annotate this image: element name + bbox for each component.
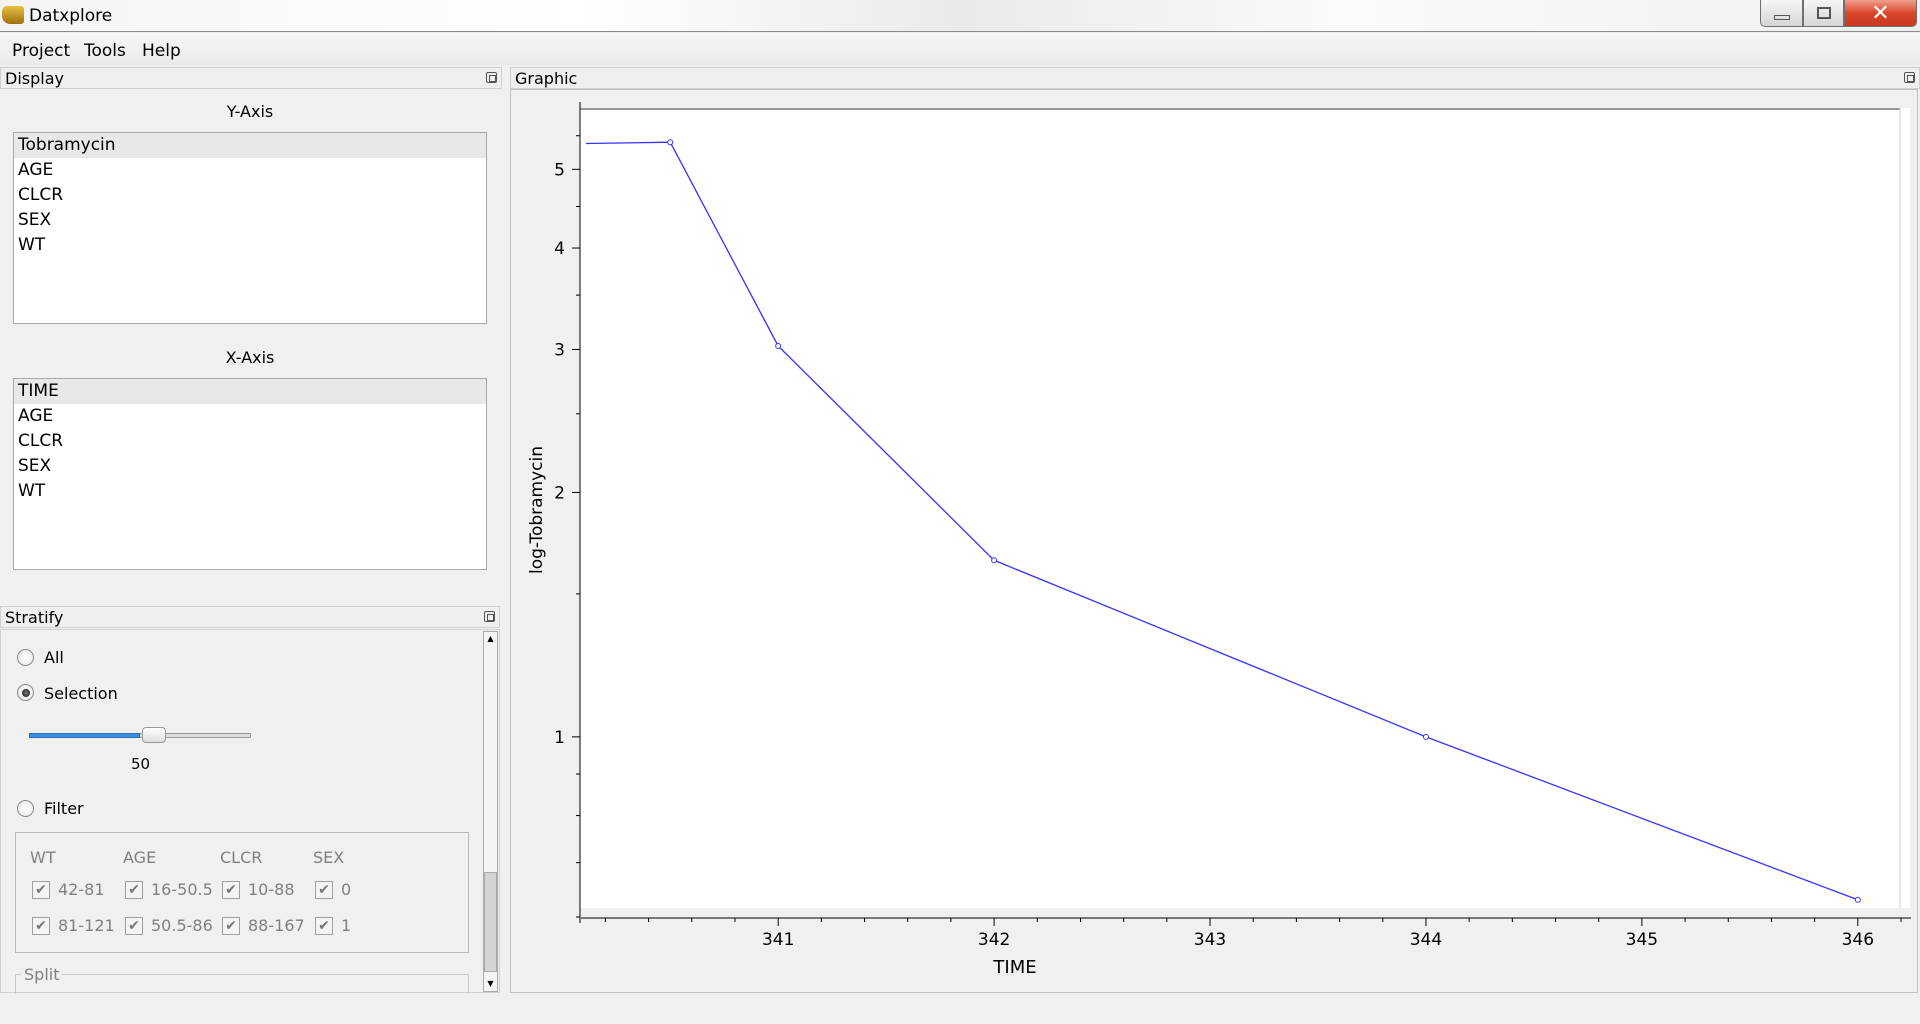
filter-header-wt: WT — [30, 848, 56, 867]
radio-all[interactable] — [17, 649, 34, 666]
y-tick-label: 3 — [554, 340, 565, 360]
scroll-up-icon[interactable]: ▲ — [487, 634, 494, 643]
restore-button[interactable] — [1803, 0, 1844, 27]
restore-icon — [1816, 7, 1831, 19]
list-item[interactable]: SEX — [18, 210, 52, 230]
filter-checkbox[interactable]: ✔ — [315, 917, 333, 935]
x-tick-label: 346 — [1842, 930, 1874, 950]
list-item[interactable]: CLCR — [18, 431, 64, 451]
menu-tools[interactable]: Tools — [84, 41, 126, 61]
menu-help[interactable]: Help — [142, 41, 181, 61]
filter-checkbox-label: 81-121 — [58, 916, 115, 935]
data-point — [667, 139, 674, 146]
stratify-title: Stratify — [5, 608, 64, 627]
filter-header-clcr: CLCR — [220, 848, 263, 867]
minimize-button[interactable] — [1760, 0, 1803, 27]
list-item[interactable]: WT — [18, 481, 46, 501]
graphic-title: Graphic — [515, 69, 578, 88]
scrollbar-thumb[interactable] — [484, 872, 497, 972]
float-dock-icon[interactable] — [486, 72, 497, 83]
filter-checkbox[interactable]: ✔ — [222, 881, 240, 899]
filter-checkbox-label: 1 — [341, 916, 352, 935]
filter-group — [15, 832, 469, 953]
filter-checkbox[interactable]: ✔ — [32, 881, 50, 899]
x-tick-label: 342 — [978, 930, 1010, 950]
list-item[interactable]: SEX — [18, 456, 52, 476]
plot-area — [580, 108, 1910, 908]
data-point — [775, 342, 782, 349]
filter-checkbox[interactable]: ✔ — [125, 917, 143, 935]
filter-checkbox[interactable]: ✔ — [315, 881, 333, 899]
y-axis-label: Y-Axis — [226, 102, 274, 121]
radio-selection[interactable] — [17, 684, 34, 701]
data-point — [1422, 733, 1429, 740]
y-tick-label: 2 — [554, 483, 565, 503]
menu-bar — [0, 33, 1920, 65]
slider-value: 50 — [131, 755, 151, 773]
x-axis-list[interactable]: TIME AGE CLCR SEX WT — [13, 378, 487, 570]
title-bar — [0, 0, 1920, 32]
list-item[interactable]: TIME — [14, 379, 486, 404]
radio-all-label: All — [44, 648, 64, 667]
y-tick-label: 5 — [554, 160, 565, 180]
filter-checkbox[interactable]: ✔ — [222, 917, 240, 935]
list-item[interactable]: AGE — [18, 160, 54, 180]
x-axis-title: TIME — [992, 957, 1036, 978]
list-item[interactable]: CLCR — [18, 185, 64, 205]
radio-selection-label: Selection — [44, 684, 118, 703]
list-item[interactable]: Tobramycin — [14, 133, 486, 158]
x-axis-label: X-Axis — [225, 348, 275, 367]
y-axis-list[interactable]: Tobramycin AGE CLCR SEX WT — [13, 132, 487, 324]
stratify-dock-header: Stratify — [0, 606, 500, 628]
x-tick-label: 344 — [1410, 930, 1442, 950]
filter-checkbox-label: 42-81 — [58, 880, 105, 899]
filter-header-sex: SEX — [313, 848, 345, 867]
list-item[interactable]: AGE — [18, 406, 54, 426]
radio-filter[interactable] — [17, 800, 34, 817]
y-tick-label: 1 — [554, 728, 565, 748]
graphic-dock-header: Graphic — [510, 67, 1920, 89]
filter-checkbox-label: 10-88 — [248, 880, 295, 899]
filter-checkbox-label: 16-50.5 — [151, 880, 213, 899]
display-title: Display — [5, 69, 64, 88]
x-tick-label: 341 — [762, 930, 794, 950]
stratify-panel — [0, 629, 500, 993]
close-button[interactable]: ✕ — [1844, 0, 1917, 27]
app-logo-icon — [2, 6, 24, 24]
stratify-scrollbar[interactable]: ▲ ▼ — [483, 631, 498, 992]
selection-slider-fill — [29, 733, 140, 738]
data-point — [991, 557, 998, 564]
split-label: Split — [21, 965, 63, 984]
x-tick-label: 343 — [1194, 930, 1226, 950]
scroll-down-icon[interactable]: ▼ — [487, 979, 494, 988]
filter-checkbox-label: 0 — [341, 880, 352, 899]
menu-project[interactable]: Project — [12, 41, 71, 61]
minimize-icon — [1773, 14, 1790, 20]
selection-slider-thumb[interactable] — [142, 727, 166, 743]
filter-checkbox-label: 88-167 — [248, 916, 305, 935]
display-dock-header: Display — [0, 67, 502, 89]
series-line — [585, 141, 1859, 901]
y-tick-label: 4 — [554, 239, 565, 259]
list-item[interactable]: WT — [18, 235, 46, 255]
radio-filter-label: Filter — [44, 799, 84, 818]
split-group — [15, 974, 469, 994]
filter-checkbox[interactable]: ✔ — [125, 881, 143, 899]
filter-header-age: AGE — [123, 848, 157, 867]
window-title: Datxplore — [29, 6, 113, 26]
x-tick-label: 345 — [1626, 930, 1658, 950]
filter-checkbox[interactable]: ✔ — [32, 917, 50, 935]
data-point — [1854, 896, 1861, 903]
float-dock-icon[interactable] — [484, 611, 495, 622]
y-axis-title: log-Tobramycin — [527, 446, 547, 574]
float-dock-icon[interactable] — [1904, 72, 1915, 83]
close-icon: ✕ — [1871, 0, 1890, 26]
filter-checkbox-label: 50.5-86 — [151, 916, 213, 935]
